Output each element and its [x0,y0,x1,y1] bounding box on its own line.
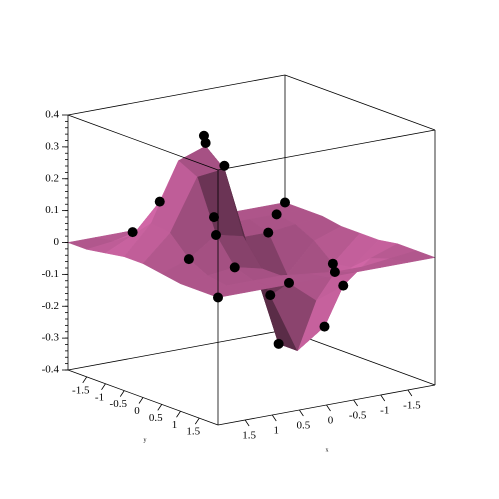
x-tick-label: 1 [274,425,280,437]
box-edge [217,129,436,171]
x-tick [326,404,331,412]
x-tick [271,414,277,422]
data-point [198,130,209,141]
data-point [265,290,276,301]
x-tick-label: -0.5 [349,410,367,422]
data-point [211,230,221,240]
z-tick-label: 0.1 [45,204,59,216]
x-tick [353,399,358,407]
data-point [183,254,194,265]
data-point [273,338,284,349]
data-point [280,197,290,208]
data-point [338,280,349,291]
box-edge [67,74,286,116]
z-tick-label: 0.3 [45,140,59,152]
y-tick [119,390,125,397]
x-tick-label: 1.5 [242,430,256,442]
box-edge [217,384,436,426]
box-edge [67,114,219,171]
z-tick-label: -0.3 [42,332,60,344]
x-tick [244,419,250,427]
y-tick-label: -0.5 [110,398,128,410]
x-tick-label: 0.5 [297,420,311,432]
box-edge [284,74,436,131]
y-tick-label: -1.5 [72,384,90,396]
z-tick-label: 0 [54,236,60,248]
data-point [229,262,240,273]
data-point [263,227,274,238]
data-point [127,227,138,238]
y-tick-label: 1.5 [186,426,200,438]
data-point [209,212,219,223]
x-axis-label: x [326,447,329,453]
x-tick [407,389,413,397]
data-point [284,277,294,288]
y-tick [157,404,163,411]
y-tick-label: 0 [134,405,140,417]
y-tick-label: 0.5 [149,412,163,424]
data-point [327,258,338,269]
y-tick-label: -1 [95,391,104,403]
x-tick-label: 0 [328,415,334,427]
x-tick-label: -1.5 [403,400,421,412]
y-tick [138,397,144,404]
z-tick-label: -0.2 [42,300,59,312]
z-tick-label: 0.4 [45,109,59,121]
x-tick [299,409,304,417]
z-tick-label: 0.2 [45,172,59,184]
data-point [271,209,282,220]
data-point [319,321,330,332]
x-tick-label: -1 [380,405,389,417]
y-tick [101,383,106,390]
y-axis-label: y [144,437,147,443]
y-tick [176,411,181,418]
box-edge [67,329,286,371]
box-edge [67,369,219,426]
z-tick-label: -0.1 [42,268,59,280]
y-tick [82,376,88,384]
data-point [329,267,340,277]
z-tick-label: -0.4 [42,364,60,376]
data-point [154,196,165,207]
x-tick [380,394,386,402]
y-tick [194,417,200,425]
y-tick-label: 1 [172,419,178,431]
